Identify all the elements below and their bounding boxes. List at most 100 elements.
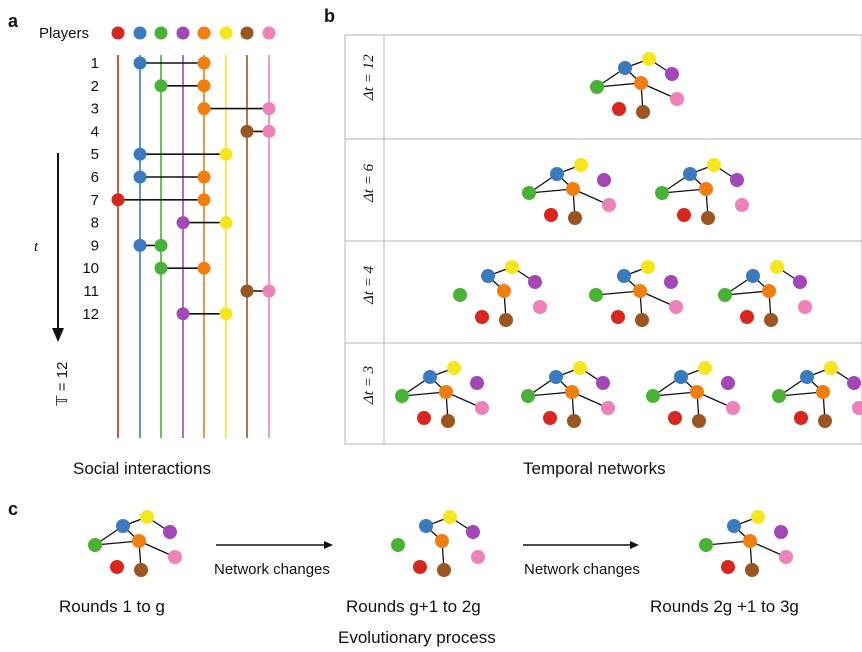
network-graph <box>453 260 547 327</box>
interaction-dot <box>197 261 211 275</box>
network-change-arrowhead-1 <box>324 541 333 549</box>
panel-b-caption: Temporal networks <box>523 459 666 478</box>
interaction-marks <box>111 56 276 321</box>
row-label-dt-3: Δt = 3 <box>361 366 377 405</box>
network-node <box>168 550 182 564</box>
network-node <box>573 361 587 375</box>
network-node <box>699 182 713 196</box>
network-node <box>718 288 732 302</box>
network-node <box>567 414 581 428</box>
network-graph <box>699 510 793 577</box>
rounds-label-3: Rounds 2g +1 to 3g <box>650 597 799 616</box>
panel-letter-a: a <box>8 11 19 31</box>
network-graph <box>395 361 489 428</box>
network-node <box>528 275 542 289</box>
network-node <box>793 275 807 289</box>
network-node <box>543 411 557 425</box>
network-node <box>721 560 735 574</box>
network-node <box>550 167 564 181</box>
network-node <box>453 288 467 302</box>
network-node <box>437 563 451 577</box>
network-edge <box>661 188 707 194</box>
network-node <box>475 310 489 324</box>
network-node <box>770 260 784 274</box>
round-number: 3 <box>91 101 99 118</box>
network-node <box>690 385 704 399</box>
round-number: 1 <box>91 55 99 72</box>
network-change-arrowhead-2 <box>630 541 639 549</box>
network-node <box>597 173 611 187</box>
row-label-dt-12: Δt = 12 <box>361 54 377 101</box>
player-dot <box>262 26 276 40</box>
network-edge <box>596 82 642 88</box>
round-number: 2 <box>91 78 99 95</box>
network-node <box>590 80 604 94</box>
network-edge <box>724 290 770 296</box>
network-node <box>646 389 660 403</box>
panel-b-networks <box>395 52 862 428</box>
network-node <box>743 534 757 548</box>
interaction-dot <box>197 56 211 70</box>
interaction-dot <box>154 261 168 275</box>
network-node <box>668 411 682 425</box>
network-node <box>636 105 650 119</box>
network-node <box>670 92 684 106</box>
network-node <box>665 67 679 81</box>
network-node <box>134 563 148 577</box>
network-node <box>611 310 625 324</box>
player-dot <box>197 26 211 40</box>
network-node <box>499 313 513 327</box>
network-node <box>413 560 427 574</box>
network-node <box>707 158 721 172</box>
network-node <box>471 550 485 564</box>
interaction-dot <box>262 102 276 116</box>
network-node <box>132 534 146 548</box>
network-node <box>481 269 495 283</box>
network-node <box>601 401 615 415</box>
network-node <box>423 370 437 384</box>
player-dot <box>111 26 125 40</box>
network-node <box>655 186 669 200</box>
network-edge <box>527 391 573 397</box>
rounds-label-2: Rounds g+1 to 2g <box>346 597 481 616</box>
network-node <box>745 563 759 577</box>
interaction-dot <box>240 284 254 298</box>
interaction-dot <box>197 102 211 116</box>
network-edge <box>778 391 824 397</box>
network-node <box>435 534 449 548</box>
network-node <box>439 385 453 399</box>
interaction-dot <box>176 216 190 230</box>
panel-c: Network changes Network changes Rounds 1… <box>59 510 799 647</box>
panel-c-networks <box>88 510 793 577</box>
network-node <box>740 310 754 324</box>
network-node <box>779 550 793 564</box>
network-node <box>774 525 788 539</box>
network-graph <box>589 260 683 327</box>
network-change-label-1: Network changes <box>214 561 330 578</box>
network-node <box>395 389 409 403</box>
network-node <box>505 260 519 274</box>
network-node <box>470 376 484 390</box>
network-node <box>566 182 580 196</box>
interaction-dot <box>219 147 233 161</box>
network-node <box>635 313 649 327</box>
network-node <box>565 385 579 399</box>
network-edge <box>401 391 447 397</box>
network-node <box>163 525 177 539</box>
players-label: Players <box>39 25 89 42</box>
network-node <box>751 510 765 524</box>
player-dot <box>154 26 168 40</box>
network-node <box>533 300 547 314</box>
network-node <box>568 211 582 225</box>
network-node <box>764 313 778 327</box>
round-number: 7 <box>91 192 99 209</box>
row-label-dt-4: Δt = 4 <box>361 265 377 305</box>
network-node <box>466 525 480 539</box>
network-node <box>574 158 588 172</box>
network-node <box>544 208 558 222</box>
interaction-dot <box>197 193 211 207</box>
network-graph <box>522 158 616 225</box>
round-number: 4 <box>91 123 99 140</box>
